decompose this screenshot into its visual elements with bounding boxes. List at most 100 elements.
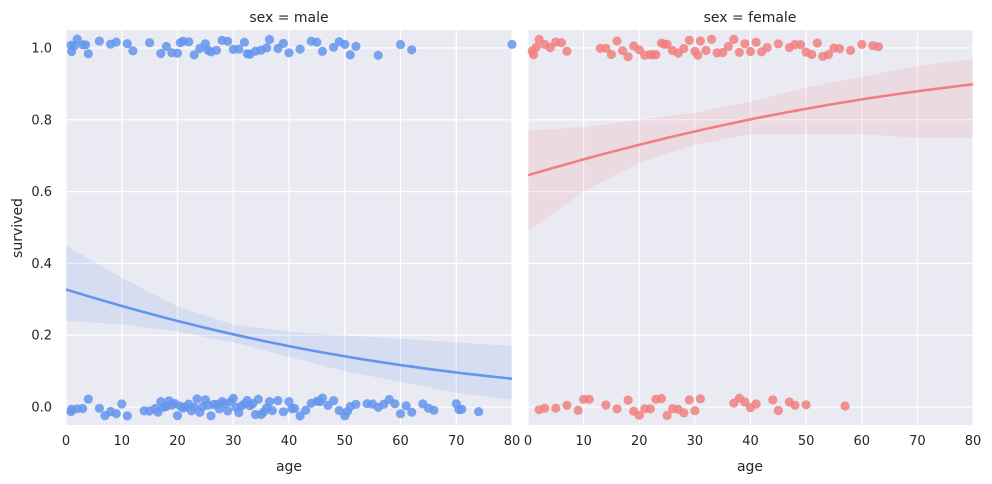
point-survived-8 (562, 46, 572, 56)
point-survived-13 (618, 46, 628, 56)
point-died-61 (295, 411, 305, 421)
point-survived-13 (156, 48, 166, 59)
point-survived-49 (812, 38, 822, 48)
point-survived-27 (684, 35, 694, 45)
point-survived-37 (734, 47, 745, 58)
point-survived-9 (111, 37, 121, 47)
point-died-60 (290, 403, 300, 413)
point-survived-44 (329, 42, 339, 52)
y-axis-label: survived (10, 198, 26, 258)
point-survived-36 (729, 34, 739, 45)
point-died-58 (284, 397, 294, 407)
y-tick-label-4: 0.8 (31, 113, 52, 128)
point-died-28 (192, 394, 202, 404)
facet-female-title: sex = female (704, 10, 797, 26)
x-tick-label-6: 60 (392, 434, 409, 449)
x-tick-label-2: 20 (169, 434, 186, 449)
point-died-19 (679, 408, 689, 418)
x-tick-label-8: 80 (965, 434, 982, 449)
x-tick-label-4: 40 (742, 434, 759, 449)
point-survived-42 (762, 42, 772, 53)
point-died-39 (223, 406, 233, 416)
facet-female-x-ticks: 0 10 20 30 40 50 60 70 80 (524, 434, 981, 449)
point-died-73 (351, 399, 361, 409)
point-died-33 (840, 401, 850, 411)
point-died-80 (395, 409, 406, 419)
point-survived-12 (612, 36, 622, 46)
point-died-5 (94, 403, 104, 413)
point-survived-29 (693, 50, 703, 60)
point-survived-40 (751, 37, 761, 47)
point-died-27 (751, 399, 761, 409)
x-tick-label-5: 50 (337, 434, 354, 449)
point-survived-35 (723, 41, 733, 52)
point-survived-6 (83, 49, 93, 59)
point-survived-39 (745, 46, 756, 57)
point-survived-52 (507, 39, 517, 50)
y-axis-ticks: 0.0 0.2 0.4 0.6 0.8 1.0 (31, 42, 52, 416)
point-survived-23 (662, 39, 672, 49)
x-tick-label-7: 70 (448, 434, 465, 449)
point-survived-26 (679, 43, 689, 54)
point-survived-32 (707, 34, 717, 44)
point-survived-1 (529, 50, 539, 60)
x-tick-label-8: 80 (504, 434, 521, 449)
x-tick-label-4: 40 (281, 434, 298, 449)
y-tick-label-0: 0.0 (31, 401, 52, 416)
point-died-15 (656, 393, 667, 404)
point-died-2 (551, 403, 561, 413)
point-died-32 (801, 400, 811, 410)
point-survived-20 (651, 50, 661, 60)
point-survived-16 (172, 48, 183, 58)
point-survived-46 (340, 39, 350, 50)
facet-male-points (66, 34, 517, 421)
point-survived-27 (223, 36, 233, 46)
y-tick-label-2: 0.4 (31, 257, 52, 272)
point-survived-51 (823, 50, 834, 60)
point-died-9 (117, 399, 127, 409)
regression-line-male (65, 288, 513, 380)
point-survived-48 (351, 41, 361, 52)
point-died-50 (253, 394, 263, 404)
point-died-1 (540, 403, 550, 413)
facet-male-x-ticks: 0 10 20 30 40 50 60 70 80 (62, 434, 520, 449)
point-died-88 (457, 404, 467, 414)
x-tick-label-6: 60 (854, 434, 871, 449)
facet-female-x-axis-label: age (737, 459, 763, 475)
point-survived-19 (184, 37, 194, 47)
point-died-54 (264, 397, 275, 407)
point-survived-20 (189, 50, 199, 60)
ci-band-male (66, 245, 512, 400)
point-died-68 (329, 396, 339, 406)
y-tick-label-3: 0.6 (31, 185, 52, 200)
point-died-4 (573, 405, 583, 415)
point-died-11 (634, 410, 644, 420)
y-tick-label-5: 1.0 (31, 42, 52, 57)
point-died-6 (584, 394, 594, 404)
point-died-22 (695, 394, 706, 404)
point-died-79 (390, 399, 400, 409)
point-died-10 (122, 411, 132, 421)
point-survived-5 (80, 40, 91, 50)
x-tick-label-1: 10 (575, 434, 592, 449)
facet-male-x-axis-label: age (276, 459, 302, 475)
point-died-3 (562, 400, 572, 410)
point-died-56 (273, 396, 283, 406)
point-survived-10 (601, 43, 611, 53)
facet-female-regression (527, 83, 974, 177)
x-tick-label-7: 70 (909, 434, 926, 449)
point-survived-14 (623, 52, 633, 62)
point-survived-39 (284, 48, 294, 58)
point-died-31 (790, 400, 800, 410)
point-died-33 (206, 411, 216, 421)
point-survived-50 (395, 39, 406, 50)
point-survived-55 (857, 39, 867, 50)
point-survived-48 (807, 49, 817, 60)
point-survived-11 (128, 46, 138, 56)
point-died-57 (278, 407, 288, 417)
point-survived-38 (278, 38, 288, 49)
point-survived-7 (94, 36, 104, 46)
y-tick-label-1: 0.2 (31, 329, 52, 344)
facet-female-ci-band (528, 58, 973, 232)
point-died-82 (407, 407, 417, 417)
